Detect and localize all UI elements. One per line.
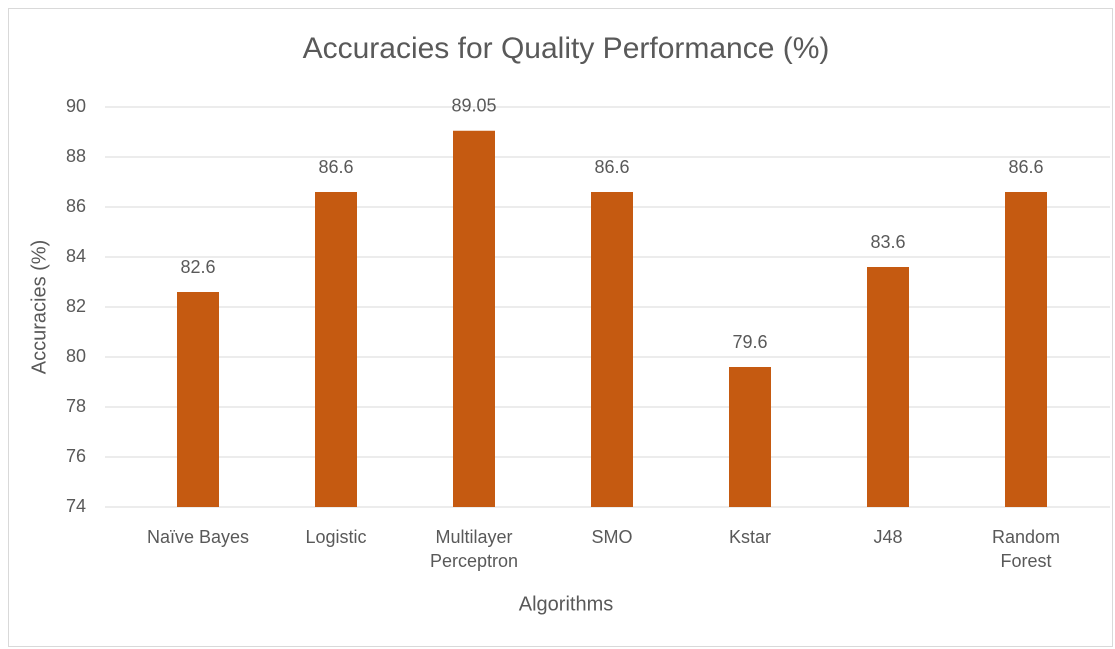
y-tick-label: 86 [66,196,86,216]
y-tick-label: 88 [66,146,86,166]
bar [729,367,771,507]
y-axis-label: Accuracies (%) [28,240,50,374]
bar [453,130,495,507]
y-tick-label: 90 [66,96,86,116]
x-tick-label: Naïve Bayes [147,527,249,547]
chart-border [8,8,1113,647]
y-tick-label: 74 [66,496,86,516]
y-tick-label: 84 [66,246,86,266]
y-tick-label: 80 [66,346,86,366]
data-label: 83.6 [870,232,905,252]
data-label: 82.6 [180,257,215,277]
x-tick-label: Logistic [305,527,366,547]
data-label: 86.6 [594,157,629,177]
x-tick-label: SMO [591,527,632,547]
y-tick-label: 82 [66,296,86,316]
x-tick-label: J48 [873,527,902,547]
y-tick-label: 78 [66,396,86,416]
x-tick-label: Multilayer Perceptron [430,527,518,571]
bar [1005,192,1047,507]
bar [591,192,633,507]
data-label: 79.6 [732,332,767,352]
bar [867,267,909,507]
data-label: 89.05 [451,96,496,116]
x-tick-label: Random Forest [992,527,1060,571]
x-tick-label: Kstar [729,527,771,547]
bar [315,192,357,507]
data-label: 86.6 [1008,157,1043,177]
data-label: 86.6 [318,157,353,177]
chart-title: Accuracies for Quality Performance (%) [303,32,830,65]
bar [177,292,219,507]
y-tick-label: 76 [66,446,86,466]
x-axis-label: Algorithms [519,593,613,615]
